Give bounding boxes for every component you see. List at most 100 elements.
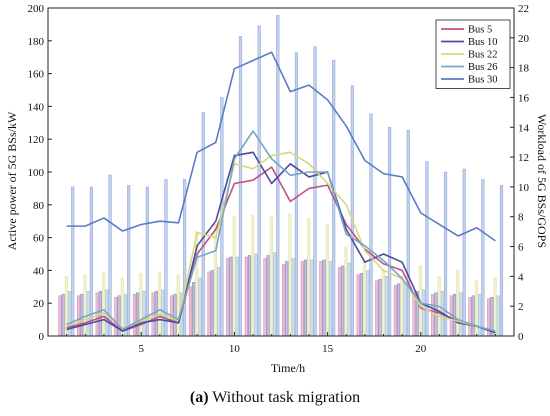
workload-bar — [328, 261, 333, 337]
workload-bar — [337, 267, 342, 337]
y-left-tick-label: 180 — [28, 36, 45, 48]
workload-bar — [176, 274, 180, 337]
workload-bar — [325, 223, 329, 337]
y-left-tick-label: 100 — [28, 167, 45, 179]
workload-bar — [217, 267, 221, 337]
workload-bar — [403, 282, 407, 337]
workload-bar — [247, 255, 252, 337]
workload-bar — [291, 258, 295, 337]
workload-bar — [132, 293, 137, 337]
workload-bar — [157, 271, 162, 337]
y-right-tick-label: 6 — [518, 242, 524, 254]
workload-bar — [201, 112, 205, 337]
workload-bar — [319, 261, 323, 337]
power-line — [66, 151, 496, 332]
workload-bar — [375, 280, 379, 337]
y-right-tick-label: 18 — [518, 63, 530, 75]
legend-label: Bus 30 — [468, 75, 497, 86]
chart: 5 10 15 20020406080100120140160180200024681… — [5, 3, 549, 375]
workload-bar — [359, 273, 363, 337]
workload-bar — [397, 283, 401, 337]
workload-bar — [108, 174, 112, 337]
workload-bar — [462, 168, 466, 337]
y-right-tick-label: 12 — [518, 152, 529, 164]
y-left-tick-label: 60 — [33, 233, 45, 245]
workload-bar — [229, 256, 233, 337]
workload-bar — [431, 293, 435, 337]
y-left-tick-label: 80 — [33, 200, 45, 212]
workload-bar — [381, 270, 385, 337]
workload-bar — [257, 25, 261, 337]
workload-bar — [362, 259, 367, 337]
legend-label: Bus 5 — [468, 25, 492, 36]
workload-bar — [344, 246, 348, 337]
power-line — [66, 51, 496, 242]
workload-bar — [263, 258, 267, 337]
workload-bar — [238, 36, 243, 337]
workload-bar — [481, 179, 485, 337]
workload-bar — [244, 256, 248, 337]
workload-bar — [251, 214, 255, 337]
y-left-tick-label: 160 — [28, 69, 45, 81]
workload-bar — [378, 279, 382, 337]
caption-text: Without task migration — [208, 389, 361, 406]
workload-bar — [207, 271, 211, 337]
workload-bars — [58, 15, 504, 337]
x-axis-title: Time/h — [271, 361, 305, 375]
power-line — [66, 151, 496, 334]
workload-bar — [406, 129, 410, 337]
workload-bar — [161, 289, 165, 337]
workload-bar — [322, 259, 326, 337]
workload-bar — [400, 276, 404, 337]
workload-bar — [310, 259, 314, 337]
workload-bar — [341, 265, 345, 337]
workload-bar — [61, 293, 65, 337]
y-left-axis-title: Active power of 5G BSs/kW — [5, 111, 19, 250]
workload-bar — [478, 293, 482, 337]
workload-bar — [459, 292, 463, 337]
workload-bar — [198, 277, 202, 337]
workload-bar — [281, 264, 286, 337]
y-left-tick-label: 20 — [33, 298, 45, 310]
workload-bar — [80, 293, 84, 337]
workload-bar — [254, 253, 258, 337]
y-right-tick-label: 2 — [518, 301, 524, 313]
workload-bar — [272, 252, 277, 337]
x-tick-label: 20 — [415, 343, 427, 355]
workload-bar — [294, 52, 299, 337]
workload-bar — [388, 126, 392, 337]
y-right-tick-label: 10 — [518, 182, 530, 194]
y-right-tick-label: 22 — [518, 3, 529, 15]
workload-bar — [456, 270, 460, 337]
y-left-tick-label: 200 — [28, 3, 45, 15]
workload-bar — [154, 290, 158, 337]
workload-bar — [127, 185, 131, 337]
workload-bar — [266, 255, 270, 337]
workload-bar — [58, 295, 62, 337]
y-left-tick-label: 40 — [33, 265, 45, 277]
workload-bar — [235, 256, 239, 337]
workload-bar — [350, 85, 354, 337]
power-line — [66, 130, 496, 332]
legend-label: Bus 26 — [468, 62, 497, 73]
y-left-tick-label: 120 — [28, 134, 45, 146]
workload-bar — [114, 296, 118, 337]
workload-bar — [474, 280, 479, 337]
y-right-tick-label: 16 — [518, 92, 530, 104]
legend-box — [435, 19, 511, 89]
power-lines — [66, 51, 496, 334]
workload-bar — [493, 277, 497, 337]
workload-bar — [232, 216, 236, 337]
workload-bar — [86, 290, 90, 337]
workload-bar — [496, 295, 500, 337]
workload-bar — [142, 290, 146, 337]
workload-bar — [188, 286, 193, 337]
workload-bar — [173, 293, 177, 337]
workload-bar — [303, 259, 308, 337]
y-right-tick-label: 0 — [518, 331, 524, 343]
legend-label: Bus 22 — [468, 50, 497, 61]
workload-bar — [366, 270, 370, 337]
workload-bar — [288, 213, 292, 337]
workload-bar — [369, 113, 373, 337]
